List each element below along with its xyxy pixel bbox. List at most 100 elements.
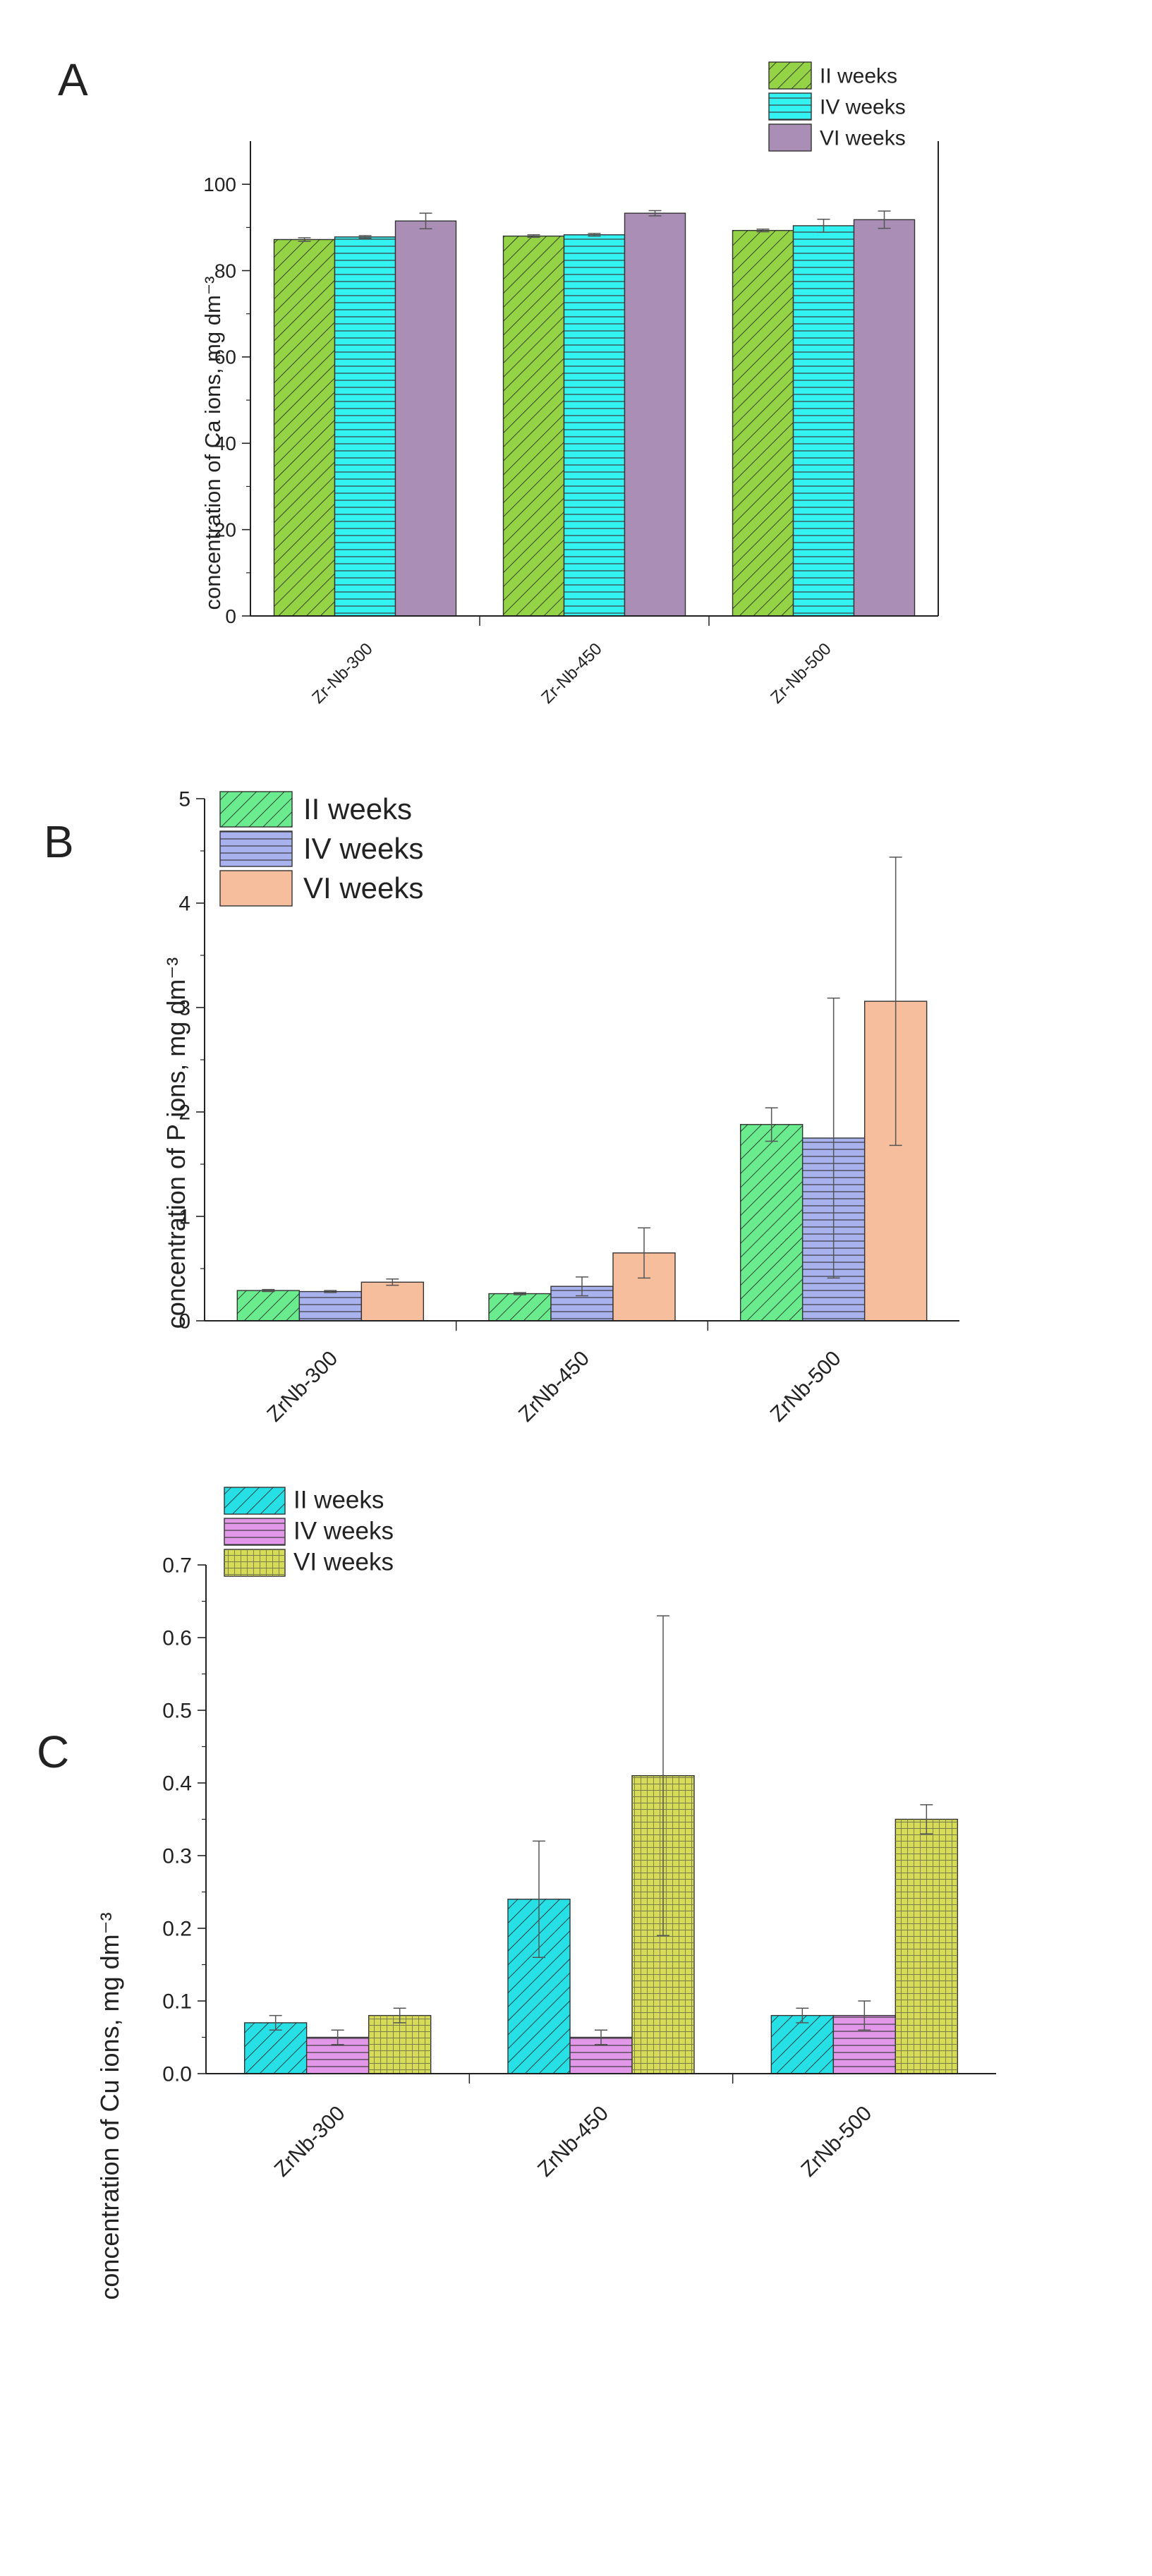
y-tick-label-a-4: 80 — [214, 260, 236, 282]
error-bar-c-1-2 — [657, 1615, 669, 1937]
x-tick-label-b-0: ZrNb-300 — [262, 1347, 342, 1427]
y-tick-label-c-1: 0.1 — [162, 1990, 192, 2014]
x-tick-label-a-2: Zr-Nb-500 — [767, 639, 835, 707]
legend-swatch-pattern-b-1 — [220, 831, 292, 866]
error-bar-a-0-2 — [419, 212, 432, 229]
y-tick-label-c-7: 0.7 — [162, 1554, 192, 1578]
legend-label-c-1: IV weeks — [293, 1518, 394, 1545]
error-bar-a-2-2 — [878, 210, 891, 229]
axes-b: ZrNb-300 ZrNb-450 ZrNb-500 0 1 2 3 4 5 — [178, 788, 959, 1427]
panel-label-a: A — [58, 54, 88, 105]
error-bar-c-0-1 — [331, 2029, 344, 2045]
error-bar-c-1-1 — [595, 2029, 607, 2045]
bar-a-2-2 — [853, 219, 916, 617]
error-bar-b-2-2 — [889, 857, 902, 1147]
error-bar-a-0-0 — [298, 237, 311, 242]
legend-swatch-pattern-a-1 — [769, 93, 811, 120]
bar-pattern-c-2-0 — [771, 2015, 834, 2074]
y-tick-label-a-1: 20 — [214, 519, 236, 540]
legend-label-b-1: IV weeks — [303, 832, 423, 865]
legend-label-a-1: IV weeks — [820, 96, 906, 119]
bar-pattern-a-1-0 — [503, 236, 564, 617]
bar-a-1-2 — [624, 212, 686, 617]
error-bar-b-2-0 — [765, 1107, 778, 1142]
x-tick-label-c-1: ZrNb-450 — [533, 2102, 613, 2182]
error-bar-b-0-0 — [262, 1288, 275, 1293]
bar-pattern-a-0-0 — [274, 239, 335, 617]
error-bar-a-1-2 — [648, 210, 662, 217]
y-axis-label-a: concentration of Ca ions, mg dm⁻³ — [200, 277, 225, 610]
bar-pattern-a-2-1 — [793, 225, 854, 616]
bar-b-0-2 — [360, 1281, 425, 1322]
panel-a: A concentration of Ca ions, mg dm⁻³ Zr-N… — [58, 54, 939, 708]
y-tick-label-c-3: 0.3 — [162, 1845, 192, 1868]
y-tick-label-a-2: 40 — [214, 433, 236, 454]
y-tick-label-c-2: 0.2 — [162, 1918, 192, 1941]
bar-pattern-a-2-0 — [732, 230, 794, 616]
error-bar-b-0-2 — [386, 1278, 399, 1286]
panel-label-c: C — [37, 1727, 69, 1777]
bars-a — [273, 210, 916, 617]
bar-pattern-b-1-0 — [489, 1293, 551, 1321]
legend-swatch-pattern-c-2 — [224, 1549, 285, 1576]
bar-pattern-c-0-0 — [244, 2022, 307, 2074]
panel-b: B concentration of P ions, mg dm⁻³ ZrNb-… — [44, 788, 959, 1427]
x-tick-label-a-1: Zr-Nb-450 — [538, 639, 605, 707]
y-tick-label-b-1: 1 — [178, 1206, 190, 1229]
error-bar-a-0-1 — [358, 235, 372, 239]
error-bar-c-0-0 — [269, 2014, 282, 2031]
y-tick-label-b-3: 3 — [178, 997, 190, 1020]
error-bar-a-1-1 — [588, 233, 601, 237]
legend-swatch-pattern-c-0 — [224, 1487, 285, 1514]
error-bar-a-2-1 — [817, 218, 830, 233]
error-bar-c-0-2 — [393, 2007, 406, 2024]
y-tick-label-c-4: 0.4 — [162, 1772, 192, 1796]
legend-label-b-0: II weeks — [303, 792, 412, 826]
legend-a: II weeks IV weeks VI weeks — [768, 61, 906, 152]
bar-pattern-a-0-1 — [334, 236, 396, 617]
y-axis-label-c: concentration of Cu ions, mg dm⁻³ — [95, 1912, 124, 2299]
legend-swatch-pattern-b-0 — [220, 792, 292, 827]
legend-swatch-pattern-c-1 — [224, 1518, 285, 1545]
y-tick-label-a-0: 0 — [225, 605, 236, 627]
error-bar-c-1-0 — [533, 1840, 545, 1958]
x-tick-label-c-0: ZrNb-300 — [270, 2102, 350, 2182]
legend-label-a-2: VI weeks — [820, 127, 906, 150]
error-bar-b-1-0 — [514, 1292, 526, 1295]
bars-c — [243, 1615, 959, 2074]
error-bar-c-2-0 — [796, 2007, 809, 2024]
error-bar-b-1-2 — [638, 1227, 650, 1279]
error-bar-c-2-2 — [920, 1804, 933, 1834]
legend-swatch-pattern-a-0 — [769, 62, 811, 89]
bar-pattern-b-0-1 — [299, 1291, 362, 1321]
x-tick-label-a-0: Zr-Nb-300 — [308, 639, 376, 707]
y-tick-label-b-4: 4 — [178, 893, 190, 916]
bar-pattern-b-0-0 — [237, 1290, 300, 1321]
y-tick-label-a-5: 100 — [203, 174, 236, 195]
y-tick-label-b-2: 2 — [178, 1101, 190, 1125]
legend-swatch-a-2 — [768, 123, 812, 152]
legend-swatch-b-2 — [219, 870, 293, 907]
axes-c: ZrNb-300 ZrNb-450 ZrNb-500 0.0 0.1 0.2 0.3 0.4 0… — [162, 1554, 996, 2182]
error-bar-a-2-0 — [756, 229, 770, 233]
x-tick-label-b-2: ZrNb-500 — [766, 1347, 846, 1427]
error-bar-b-0-1 — [324, 1290, 337, 1293]
legend-c: II weeks IV weeks VI weeks — [224, 1487, 394, 1577]
bar-a-0-2 — [394, 220, 457, 617]
bar-pattern-c-2-2 — [895, 1819, 958, 2074]
y-tick-label-b-5: 5 — [178, 788, 190, 811]
bars-b — [236, 857, 928, 1322]
legend-b: II weeks IV weeks VI weeks — [219, 791, 423, 907]
error-bar-b-2-1 — [827, 997, 840, 1279]
panel-label-b: B — [44, 816, 74, 867]
y-tick-label-c-5: 0.5 — [162, 1700, 192, 1723]
y-tick-label-a-3: 60 — [214, 346, 236, 368]
bar-pattern-c-0-2 — [368, 2015, 431, 2074]
x-tick-label-c-2: ZrNb-500 — [796, 2102, 876, 2182]
bar-pattern-a-1-1 — [564, 234, 625, 617]
y-tick-label-c-0: 0.0 — [162, 2063, 192, 2086]
panel-c: C concentration of Cu ions, mg dm⁻³ ZrNb… — [37, 1487, 996, 2300]
legend-label-c-2: VI weeks — [293, 1549, 394, 1576]
